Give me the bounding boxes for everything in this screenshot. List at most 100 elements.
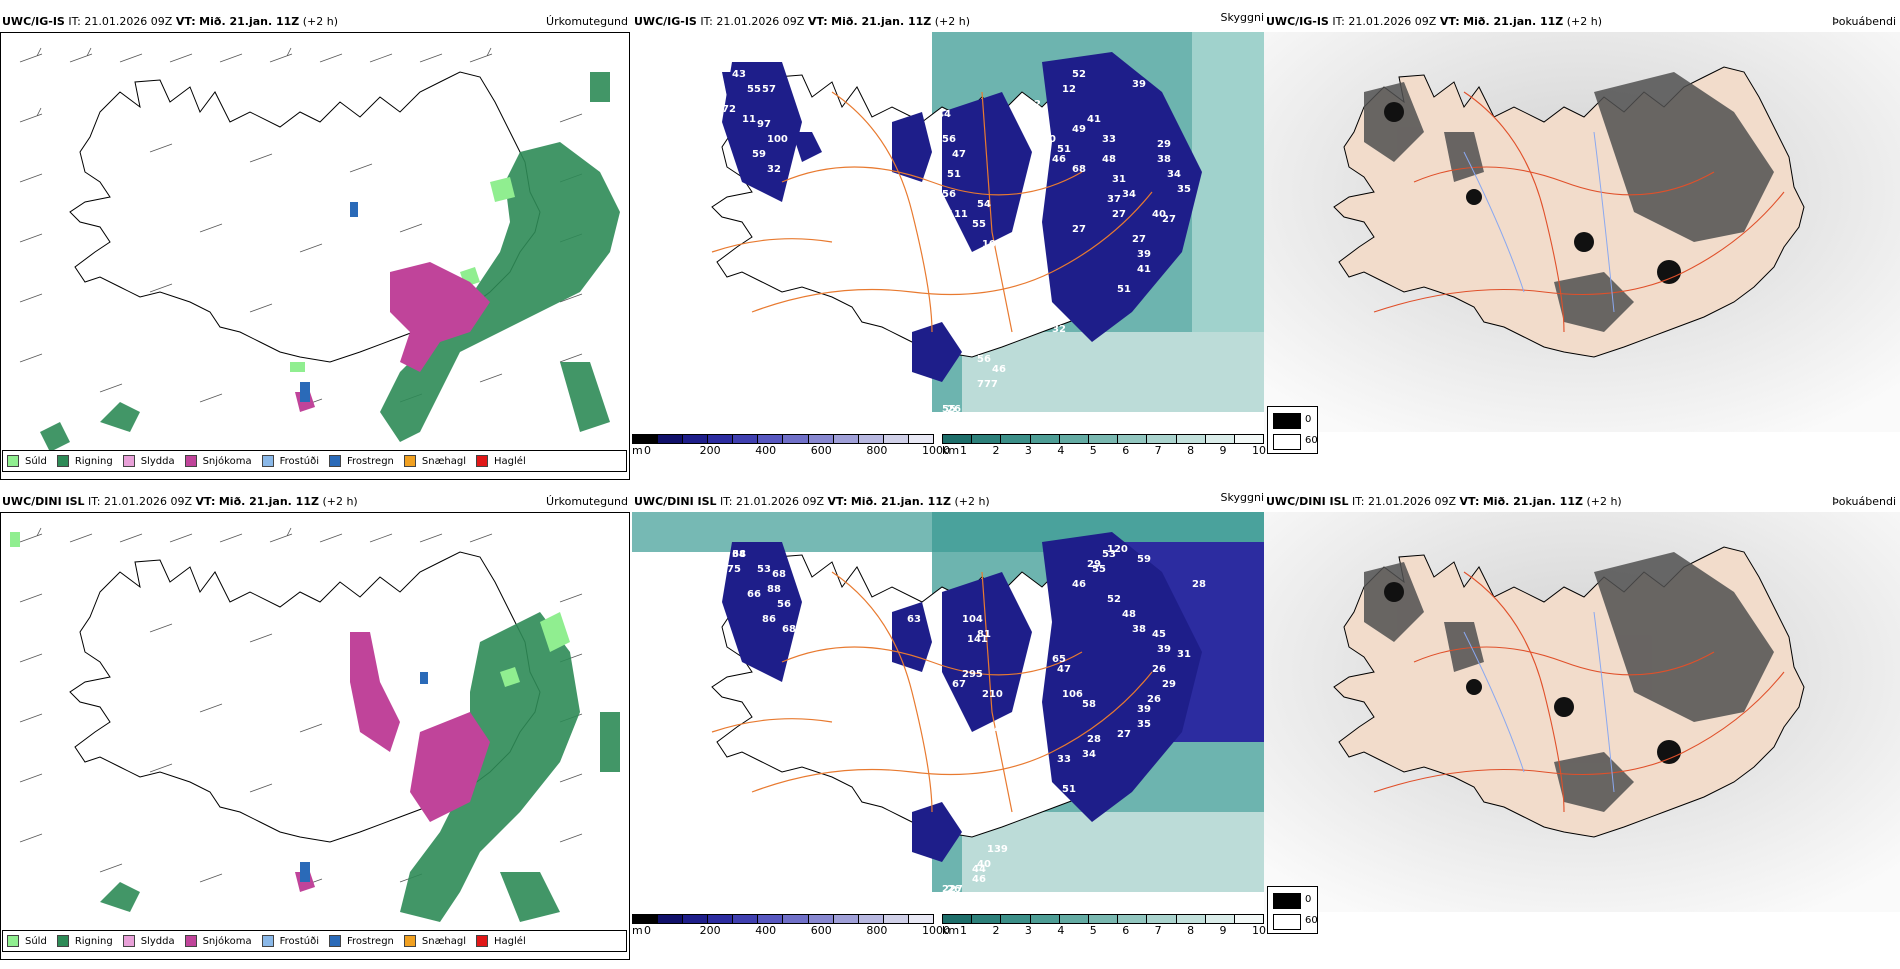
- cloud-base-label: 47: [952, 149, 966, 160]
- legend-item: Súld: [7, 455, 47, 467]
- legend-swatch-snow: [184, 455, 197, 467]
- fog-rivers: [1463, 131, 1615, 313]
- legend-swatch-drizzle: [7, 455, 19, 467]
- colorbar-segment: [633, 915, 659, 923]
- cloud-base-label: 88: [767, 584, 781, 595]
- colorbar-tick-label: 800: [866, 924, 888, 937]
- colorbar-segment: [1234, 435, 1264, 443]
- visibility-unit: km: [942, 924, 960, 937]
- colorbar-segment: [1088, 435, 1119, 443]
- panel-header: UWC/DINI ISL IT: 21.01.2026 09Z VT: Mið.…: [634, 494, 990, 510]
- cloudbase-bar: [632, 434, 934, 444]
- cloud-visibility-panel: UWC/IG-IS IT: 21.01.2026 09Z VT: Mið. 21…: [632, 11, 1266, 464]
- cloud-base-label: 106: [1062, 689, 1083, 700]
- cloud-base-label: 41: [1137, 264, 1151, 275]
- colorbar-tick-label: 8: [1187, 924, 1195, 937]
- cloud-base-label: 36: [1032, 769, 1046, 780]
- colorbar-segment: [733, 915, 759, 923]
- legend-item: Frostúði: [261, 455, 319, 467]
- cloudbase-unit: m: [632, 444, 643, 457]
- legend-label: Frostúði: [279, 455, 319, 467]
- precip-type-panel: UWC/IG-IS IT: 21.01.2026 09Z VT: Mið. 21…: [0, 14, 632, 480]
- legend-label: Súld: [25, 935, 47, 947]
- cloud-base-label: 52: [1072, 69, 1086, 80]
- cloud-base-label: 38: [1132, 624, 1146, 635]
- model-name: UWC/IG-IS: [2, 15, 65, 28]
- lead-time: (+2 h): [1586, 495, 1622, 508]
- colorbar-segment: [683, 435, 709, 443]
- colorbar-segment: [833, 915, 859, 923]
- cloud-base-label: 33: [1102, 134, 1116, 145]
- colorbar-tick-label: 1000: [922, 444, 950, 457]
- colorbar-segment: [1147, 435, 1177, 443]
- cloud-base-label: 48: [1122, 609, 1136, 620]
- cloudbase-unit: m: [632, 924, 643, 937]
- precip-map-svg: [10, 527, 620, 922]
- cloud-base-label: 57: [762, 84, 776, 95]
- cloud-base-label: 47: [1057, 664, 1071, 675]
- legend-item: Frostregn: [329, 935, 394, 947]
- vt-label: VT:: [1439, 15, 1460, 28]
- visibility-unit: km: [942, 444, 960, 457]
- precip-frzrain: [300, 672, 428, 882]
- cloud-base-label: 54: [977, 199, 991, 210]
- colorbar-tick-label: 7: [1154, 924, 1162, 937]
- cloud-base-label: 34: [1082, 749, 1096, 760]
- forecast-row-ig-is: UWC/IG-IS IT: 21.01.2026 09Z VT: Mið. 21…: [0, 11, 1900, 489]
- panel-header: UWC/DINI ISL IT: 21.01.2026 09Z VT: Mið.…: [2, 494, 358, 510]
- lead-time: (+2 h): [954, 495, 990, 508]
- precip-rain: [40, 72, 620, 452]
- legend-swatch-hail: [476, 935, 489, 947]
- cloud-base-label: 40: [977, 859, 991, 870]
- legend-swatch-snow: [184, 935, 197, 947]
- legend-label: Haglél: [494, 935, 526, 947]
- legend-label: Haglél: [494, 455, 526, 467]
- legend-item: Frostúði: [261, 935, 319, 947]
- cloud-base-label: 39: [1132, 79, 1146, 90]
- colorbar-segment: [943, 435, 973, 443]
- colorbar-segment: [783, 435, 809, 443]
- colorbar-segment: [858, 915, 884, 923]
- cloud-base-label: 43: [732, 69, 746, 80]
- lead-time: (+2 h): [302, 15, 339, 28]
- colorbar-tick-label: 200: [699, 444, 721, 457]
- legend-label: Súld: [25, 455, 47, 467]
- fog-roads: [1373, 571, 1785, 813]
- colorbar-tick-label: 5: [1089, 924, 1097, 937]
- cloud-base-label: 55: [1092, 564, 1106, 575]
- cloud-base-label: 37: [1107, 194, 1121, 205]
- legend-item: Snæhagl: [403, 455, 466, 467]
- colorbar-segment: [1059, 915, 1089, 923]
- colorbar-segment: [1205, 915, 1235, 923]
- lead-time: (+2 h): [1566, 15, 1603, 28]
- cloud-base-label: 51: [947, 169, 961, 180]
- cloudbase-bar: [632, 914, 934, 924]
- colorbar-segment: [708, 435, 734, 443]
- precip-legend: Súld Rigning Slydda Snjókoma Frostúði Fr…: [2, 450, 627, 472]
- fog-label-0: 0: [1305, 414, 1312, 425]
- cloud-base-label: 38: [1157, 154, 1171, 165]
- roads: [711, 91, 1153, 333]
- colorbar-tick-label: 1000: [922, 924, 950, 937]
- colorbar-segment: [972, 435, 1002, 443]
- legend-item: Rigning: [56, 935, 113, 947]
- colorbar-tick-label: 2: [992, 444, 1000, 457]
- model-name: UWC/IG-IS: [634, 15, 697, 28]
- colorbar-segment: [758, 915, 784, 923]
- legend-swatch-rain: [56, 935, 69, 947]
- cloud-title: Skyggni: [1220, 11, 1264, 24]
- panel-header: UWC/IG-IS IT: 21.01.2026 09Z VT: Mið. 21…: [634, 14, 970, 30]
- colorbar-tick-label: 10: [1252, 924, 1266, 937]
- colorbar-tick-label: 0: [644, 444, 651, 457]
- legend-label: Slydda: [140, 455, 175, 467]
- cloud-base-label: 63: [907, 614, 921, 625]
- legend-label: Frostregn: [347, 455, 394, 467]
- colorbar-tick-label: 5: [1089, 444, 1097, 457]
- legend-item: Snjókoma: [184, 935, 252, 947]
- cloud-base-label: 50: [1042, 134, 1056, 145]
- cloud-base-label: 35: [1137, 719, 1151, 730]
- cloud-base-label: 29: [1162, 679, 1176, 690]
- fog-title: Þokuábendi: [1832, 495, 1896, 508]
